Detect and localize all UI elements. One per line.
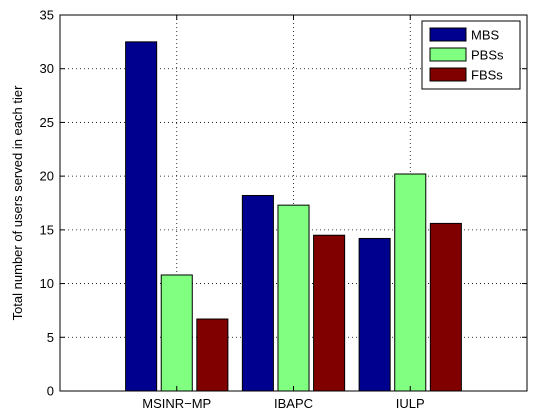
bar-fbss-0 — [197, 319, 228, 391]
x-tick-label: IBAPC — [274, 396, 313, 411]
y-tick-label: 10 — [40, 276, 54, 291]
y-tick-label: 15 — [40, 222, 54, 237]
y-tick-label: 35 — [40, 8, 54, 23]
y-tick-label: 5 — [47, 330, 54, 345]
y-tick-label: 0 — [47, 384, 54, 399]
legend-swatch-mbs — [430, 28, 466, 41]
bar-pbss-2 — [395, 174, 426, 391]
bar-mbs-2 — [359, 238, 390, 391]
y-tick-label: 30 — [40, 61, 54, 76]
legend-label-pbss: PBSs — [471, 48, 504, 63]
bar-mbs-1 — [242, 195, 273, 391]
y-tick-label: 20 — [40, 169, 54, 184]
bar-pbss-0 — [161, 275, 192, 391]
x-tick-label: MSINR−MP — [142, 396, 211, 411]
y-axis-label: Total number of users served in each tie… — [10, 85, 25, 321]
legend: MBS PBSs FBSs — [422, 21, 520, 89]
x-tick-label: IULP — [396, 396, 425, 411]
bar-mbs-0 — [126, 42, 157, 391]
bar-pbss-1 — [278, 205, 309, 391]
legend-swatch-fbss — [430, 68, 466, 81]
legend-label-fbss: FBSs — [471, 68, 503, 83]
legend-label-mbs: MBS — [471, 28, 500, 43]
y-tick-label: 25 — [40, 115, 54, 130]
bar-fbss-2 — [430, 223, 461, 391]
bar-fbss-1 — [314, 235, 345, 391]
legend-swatch-pbss — [430, 48, 466, 61]
